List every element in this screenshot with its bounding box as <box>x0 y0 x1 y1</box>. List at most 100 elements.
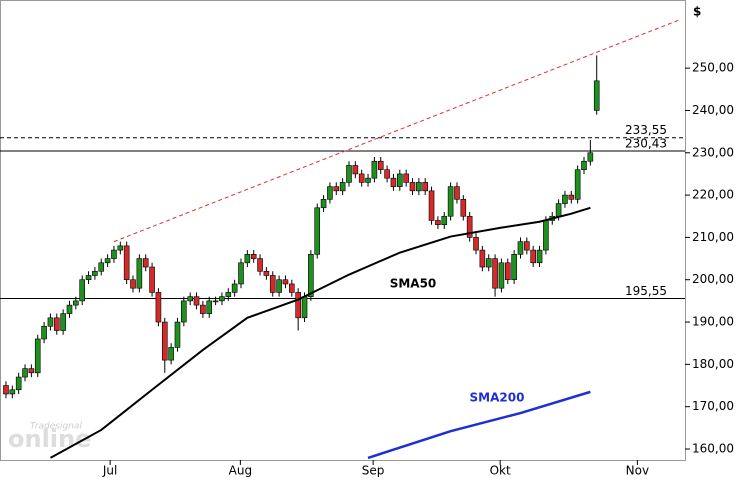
candle-body <box>263 270 270 276</box>
candle-body <box>34 338 41 374</box>
candle-body <box>308 254 314 297</box>
candle-body <box>327 186 333 200</box>
candle-body <box>73 300 79 306</box>
candle-body <box>314 207 321 255</box>
sma-line <box>367 390 591 460</box>
candle-body <box>422 182 429 192</box>
plot-frame <box>0 0 686 461</box>
candle-body <box>593 80 600 111</box>
candle-body <box>492 258 498 289</box>
y-axis-label: $ <box>693 5 701 19</box>
candle-body <box>447 186 454 217</box>
candle-body <box>454 186 460 200</box>
level-label: 233,55 <box>625 123 667 137</box>
candle-body <box>562 194 568 204</box>
x-tick-label: Jul <box>102 464 117 478</box>
candle-body <box>142 258 149 268</box>
candle-body <box>543 220 549 251</box>
y-tick-label: 210,00 <box>692 230 734 244</box>
candle-body <box>352 165 359 175</box>
candle-body <box>466 215 473 238</box>
y-tick-label: 180,00 <box>692 357 734 371</box>
candle-body <box>517 241 524 255</box>
candle-body <box>530 249 536 264</box>
candle-body <box>219 296 225 302</box>
watermark-small: Tradesignal <box>30 422 82 432</box>
level-label: 230,43 <box>625 136 667 150</box>
candle-body <box>250 254 257 259</box>
candle-body <box>123 245 130 281</box>
candle-body <box>212 300 219 303</box>
candle-body <box>428 190 435 221</box>
candle-body <box>358 173 365 183</box>
y-tick-label: 220,00 <box>692 188 734 202</box>
candle-body <box>47 317 54 327</box>
candle-body <box>574 169 581 200</box>
candle-body <box>28 368 35 374</box>
candle-body <box>238 262 244 285</box>
candle-body <box>555 203 562 217</box>
candle-body <box>384 169 390 179</box>
candle-body <box>377 160 384 170</box>
candle-body <box>568 194 575 200</box>
x-tick-label: Nov <box>626 464 649 478</box>
candle-body <box>53 317 60 331</box>
candle-body <box>498 262 505 289</box>
candle-body <box>390 177 397 187</box>
candle-body <box>587 152 594 162</box>
candle-body <box>460 199 467 217</box>
candle-body <box>416 182 422 192</box>
candle-body <box>295 292 301 319</box>
series-label: SMA200 <box>470 391 525 405</box>
candle-body <box>79 279 85 302</box>
candle-body <box>231 283 238 293</box>
candle-body <box>441 215 448 226</box>
candle-body <box>3 385 9 395</box>
candle-body <box>289 283 295 293</box>
candle-body <box>161 321 168 361</box>
candle-body <box>9 389 16 395</box>
x-tick-label: Aug <box>229 464 252 478</box>
candle-body <box>111 249 117 259</box>
candle-body <box>187 296 193 302</box>
candle-body <box>536 249 543 264</box>
candle-body <box>320 199 327 209</box>
candle-body <box>200 304 206 314</box>
candle-body <box>104 258 111 264</box>
y-tick-label: 200,00 <box>692 272 734 286</box>
y-tick-label: 250,00 <box>692 61 734 75</box>
candle-body <box>149 266 155 293</box>
candle-body <box>66 304 73 314</box>
candle-body <box>479 249 486 268</box>
candle-body <box>225 292 232 297</box>
series-label: SMA50 <box>390 277 437 291</box>
candle-body <box>346 165 352 183</box>
candle-body <box>60 313 66 331</box>
candle-body <box>257 258 263 272</box>
sma-line <box>49 206 591 459</box>
x-tick-label: Sep <box>362 464 385 478</box>
candle-body <box>371 160 378 179</box>
candle-body <box>269 275 276 293</box>
y-tick-label: 240,00 <box>692 103 734 117</box>
candle-body <box>581 160 587 170</box>
candle-body <box>174 321 181 348</box>
watermark: online <box>8 425 91 453</box>
candle-body <box>403 173 409 183</box>
y-tick-label: 170,00 <box>692 399 734 413</box>
candle-body <box>485 258 492 268</box>
candle-body <box>22 368 28 378</box>
candle-body <box>396 173 403 187</box>
candle-body <box>136 258 143 289</box>
candle-body <box>511 254 517 281</box>
candle-body <box>193 296 200 306</box>
candle-body <box>409 182 416 192</box>
candle-body <box>435 220 441 226</box>
candle-body <box>98 262 105 272</box>
candle-body <box>41 325 47 340</box>
candle-body <box>524 241 530 251</box>
candle-body <box>244 254 251 264</box>
candle-body <box>85 275 92 281</box>
candle-body <box>206 300 213 314</box>
